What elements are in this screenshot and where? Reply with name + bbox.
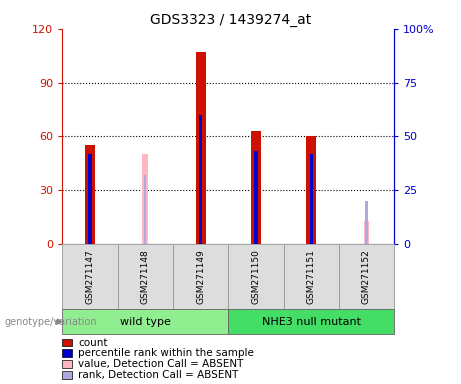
Bar <box>195 52 206 244</box>
Text: GSM271151: GSM271151 <box>307 249 316 304</box>
Bar <box>284 244 339 309</box>
Bar <box>228 244 284 309</box>
Bar <box>366 201 367 244</box>
Bar <box>339 244 394 309</box>
Bar <box>62 309 228 334</box>
Text: count: count <box>78 338 107 348</box>
Bar <box>306 136 316 244</box>
Bar <box>85 145 95 244</box>
Bar <box>228 309 394 334</box>
Text: wild type: wild type <box>120 316 171 327</box>
Text: GDS3323 / 1439274_at: GDS3323 / 1439274_at <box>150 13 311 27</box>
Text: NHE3 null mutant: NHE3 null mutant <box>262 316 361 327</box>
Bar <box>142 154 148 244</box>
Bar <box>62 244 118 309</box>
Text: GSM271152: GSM271152 <box>362 249 371 304</box>
Bar <box>364 220 369 244</box>
Text: genotype/variation: genotype/variation <box>5 316 97 327</box>
Text: rank, Detection Call = ABSENT: rank, Detection Call = ABSENT <box>78 370 238 380</box>
Text: GSM271147: GSM271147 <box>85 249 95 304</box>
Bar <box>199 115 202 244</box>
Bar <box>251 131 261 244</box>
Bar <box>144 175 146 244</box>
Text: percentile rank within the sample: percentile rank within the sample <box>78 348 254 358</box>
Text: GSM271148: GSM271148 <box>141 249 150 304</box>
Bar <box>254 151 258 244</box>
Bar <box>118 244 173 309</box>
Text: GSM271149: GSM271149 <box>196 249 205 304</box>
Text: value, Detection Call = ABSENT: value, Detection Call = ABSENT <box>78 359 243 369</box>
Bar <box>309 154 313 244</box>
Text: GSM271150: GSM271150 <box>251 249 260 304</box>
Bar <box>88 154 92 244</box>
Bar <box>173 244 228 309</box>
